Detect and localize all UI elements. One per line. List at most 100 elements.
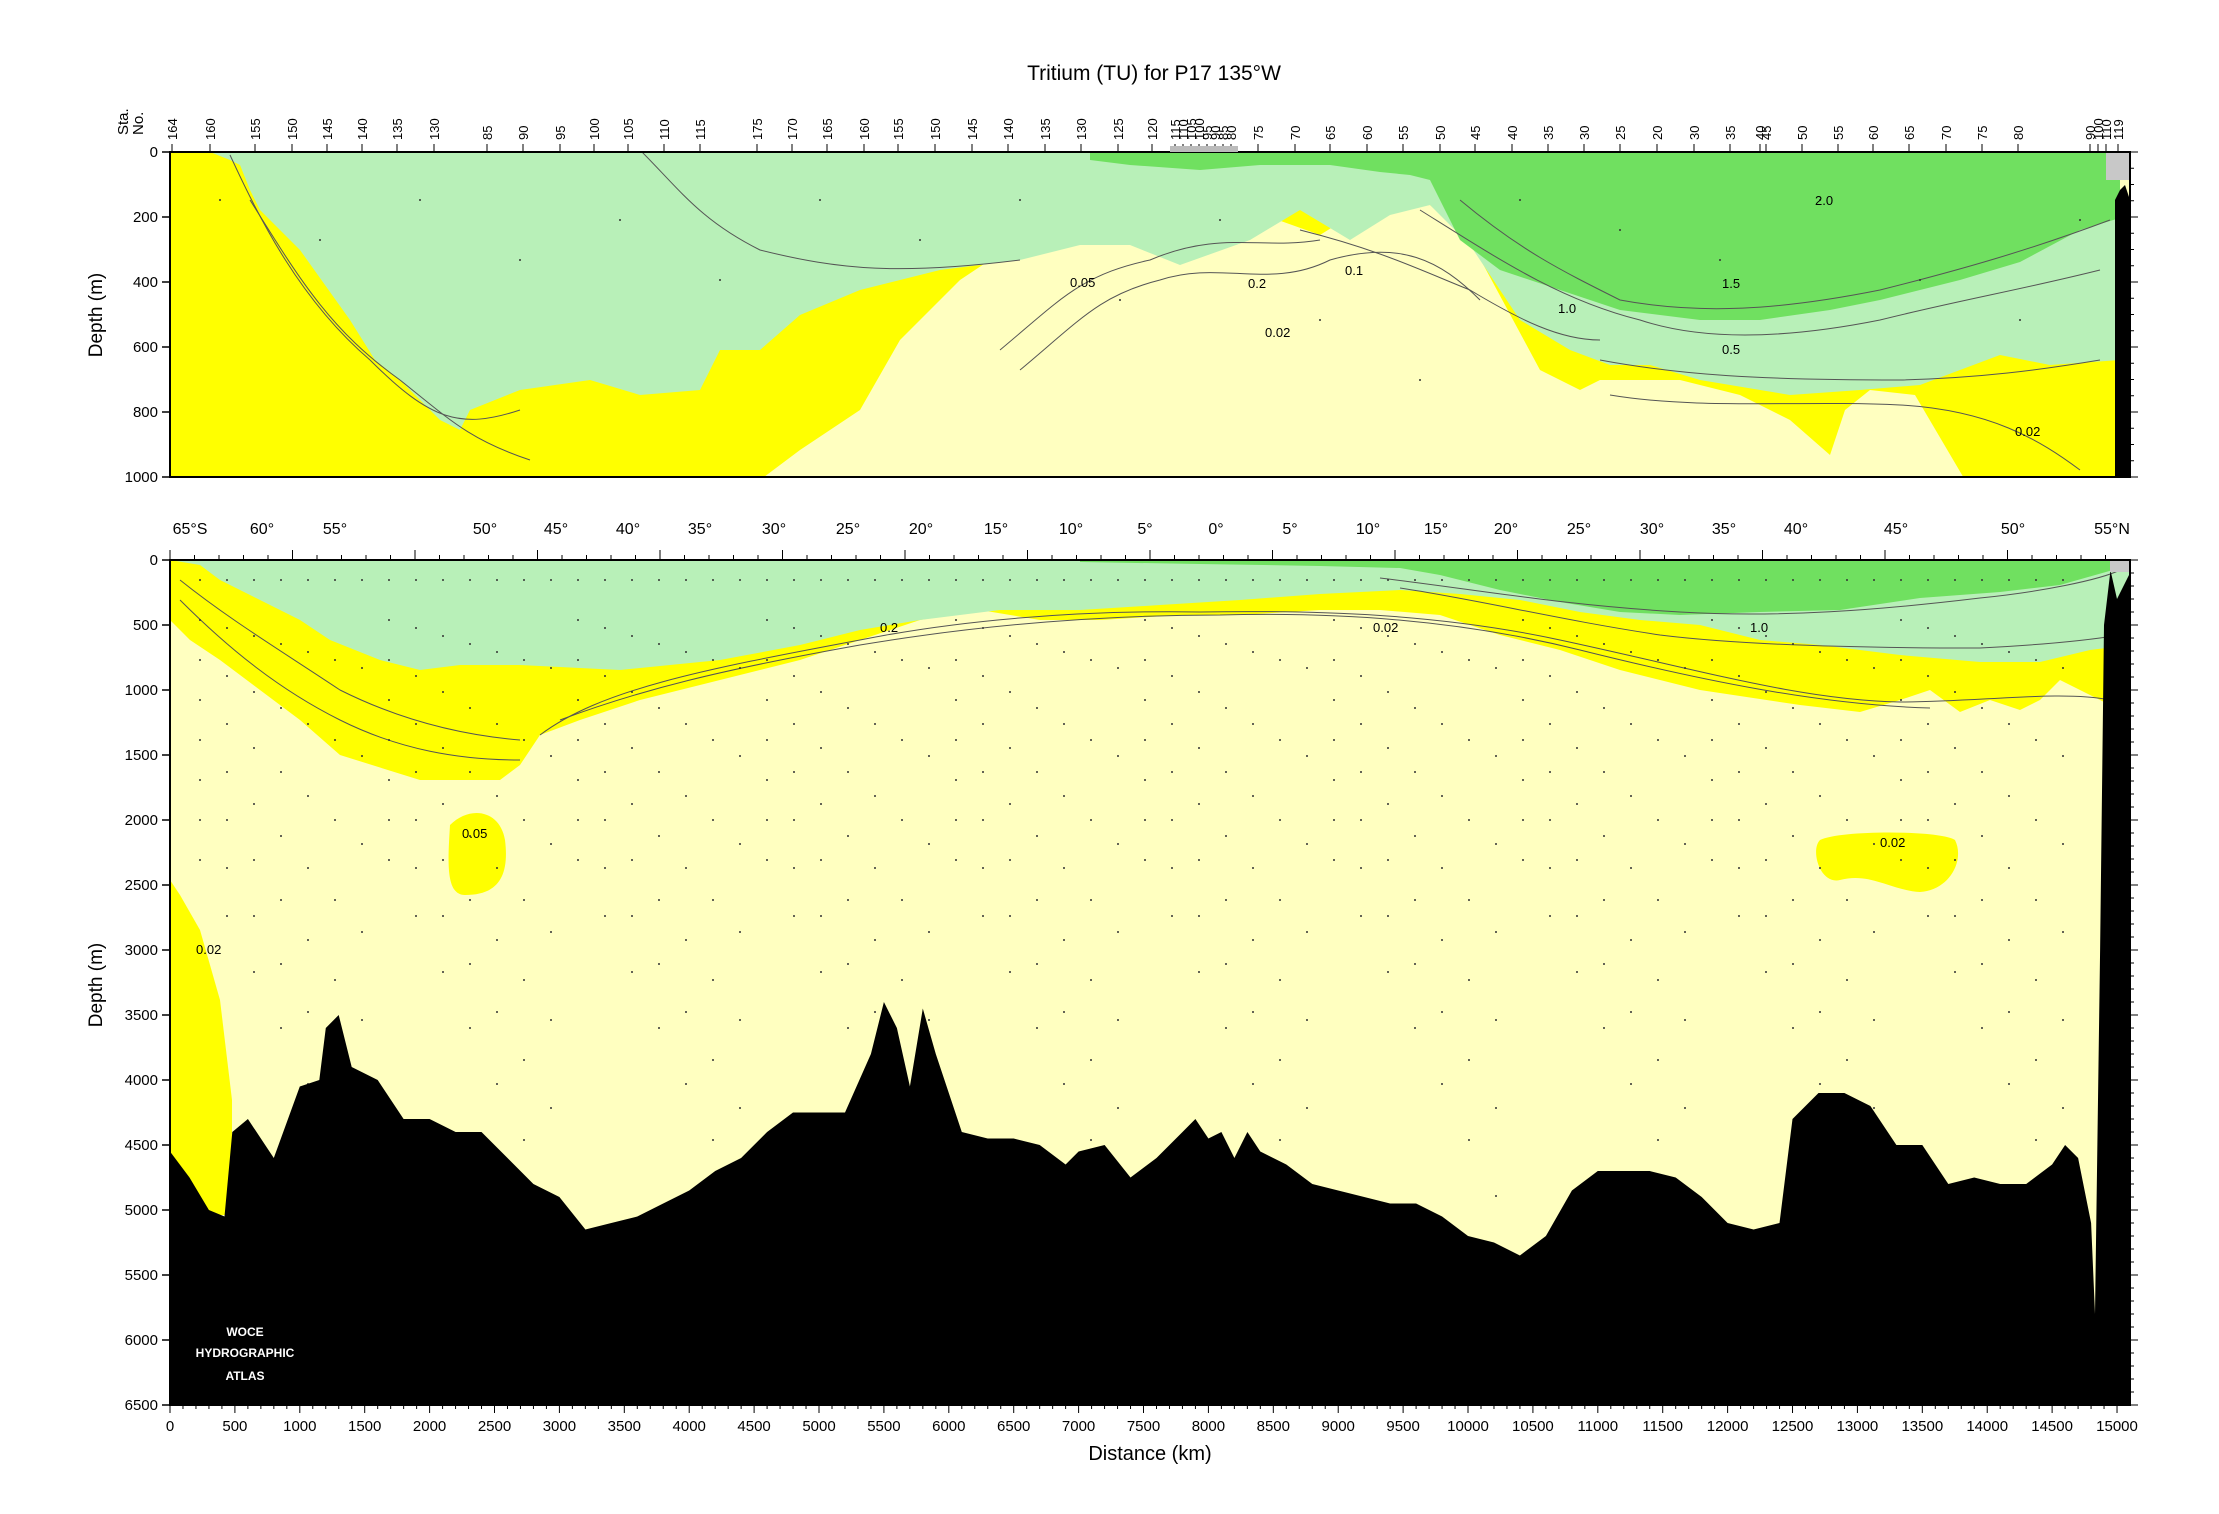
station-dot: [1792, 707, 1794, 709]
station-dot: [307, 939, 309, 941]
station-dot: [1144, 819, 1146, 821]
station-dot: [1144, 859, 1146, 861]
station-dot: [1036, 1027, 1038, 1029]
station-dot: [1630, 579, 1632, 581]
station-dot: [2008, 795, 2010, 797]
station-dot: [280, 1027, 282, 1029]
station-dot: [712, 579, 714, 581]
station-dot: [874, 1011, 876, 1013]
station-dot: [1063, 867, 1065, 869]
contour-label: 0.02: [1880, 835, 1905, 850]
station-dot: [1387, 579, 1389, 581]
station-dot: [982, 819, 984, 821]
x-tick-label: 6500: [997, 1418, 1030, 1435]
logo-line-1: WOCE: [226, 1325, 263, 1339]
station-dot: [1603, 707, 1605, 709]
lower-y-ticks: 0 500 1000 1500 2000 2500 3000 3500 4000 4500 5000…: [125, 552, 2138, 1414]
station-dot: [2035, 1059, 2037, 1061]
station-dot: [1117, 1019, 1119, 1021]
latitude-label: 5°: [1137, 521, 1152, 538]
station-dot: [1630, 651, 1632, 653]
contour-label: 1.5: [1722, 276, 1740, 291]
station-dot: [1468, 979, 1470, 981]
station-dot: [1387, 915, 1389, 917]
station-dot: [1144, 779, 1146, 781]
station-label: 155: [891, 118, 906, 140]
station-label: 145: [965, 118, 980, 140]
station-dot: [1927, 771, 1929, 773]
x-tick-label: 2000: [413, 1418, 446, 1435]
x-tick-label: 10000: [1447, 1418, 1489, 1435]
station-dot: [469, 579, 471, 581]
station-dot: [226, 627, 228, 629]
station-dot: [1873, 667, 1875, 669]
station-dot: [1009, 859, 1011, 861]
station-dot: [982, 675, 984, 677]
station-dot: [523, 1059, 525, 1061]
station-label: 75: [1251, 126, 1266, 140]
station-dot: [847, 963, 849, 965]
station-dot: [1522, 819, 1524, 821]
latitude-label: 25°: [836, 521, 860, 538]
station-dot: [1387, 859, 1389, 861]
station-dot: [847, 643, 849, 645]
station-dot: [361, 755, 363, 757]
station-dot: [1900, 819, 1902, 821]
lower-contour-labels: 0.2 0.02 1.0 0.05 0.02 0.02: [196, 620, 1905, 957]
station-label: 80: [1224, 126, 1239, 140]
station-dot: [658, 579, 660, 581]
station-dot: [1900, 619, 1902, 621]
station-dot: [577, 739, 579, 741]
station-label: 130: [427, 118, 442, 140]
station-dot: [1036, 643, 1038, 645]
station-dot: [1171, 819, 1173, 821]
station-label: 100: [1192, 118, 1207, 140]
station-dot: [982, 771, 984, 773]
station-label: 140: [1001, 118, 1016, 140]
station-dot: [1684, 579, 1686, 581]
station-dot: [1252, 651, 1254, 653]
station-dot: [1009, 691, 1011, 693]
station-dot: [1549, 723, 1551, 725]
latitude-label: 40°: [616, 521, 640, 538]
station-dot: [604, 771, 606, 773]
station-label: 50: [1795, 126, 1810, 140]
station-dot: [199, 659, 201, 661]
station-dot: [469, 963, 471, 965]
station-dot: [2035, 739, 2037, 741]
station-dot: [1954, 803, 1956, 805]
station-dot: [1792, 771, 1794, 773]
station-dot: [874, 795, 876, 797]
station-label: 115: [693, 119, 708, 140]
station-dot: [550, 931, 552, 933]
station-dot: [1387, 635, 1389, 637]
station-dot: [1981, 1027, 1983, 1029]
station-dot: [253, 747, 255, 749]
station-dot: [820, 859, 822, 861]
station-dot: [1009, 915, 1011, 917]
station-dot: [1117, 579, 1119, 581]
station-dot: [604, 915, 606, 917]
station-dot: [1468, 1059, 1470, 1061]
station-dot: [1279, 659, 1281, 661]
station-dot: [1657, 1059, 1659, 1061]
station-dot: [1306, 579, 1308, 581]
x-tick-label: 12000: [1707, 1418, 1749, 1435]
station-dot: [415, 819, 417, 821]
station-label: 90: [2083, 126, 2098, 140]
station-dot: [1576, 747, 1578, 749]
station-dot: [1657, 739, 1659, 741]
station-dot: [793, 771, 795, 773]
station-dot: [199, 779, 201, 781]
station-dot: [1522, 779, 1524, 781]
station-dot: [253, 691, 255, 693]
station-dot: [1279, 739, 1281, 741]
station-dot: [1981, 899, 1983, 901]
station-dot: [1468, 819, 1470, 821]
station-dot: [1846, 739, 1848, 741]
station-label: 115: [1168, 119, 1183, 140]
station-dot: [1387, 747, 1389, 749]
station-dot: [1441, 723, 1443, 725]
station-dot: [496, 867, 498, 869]
